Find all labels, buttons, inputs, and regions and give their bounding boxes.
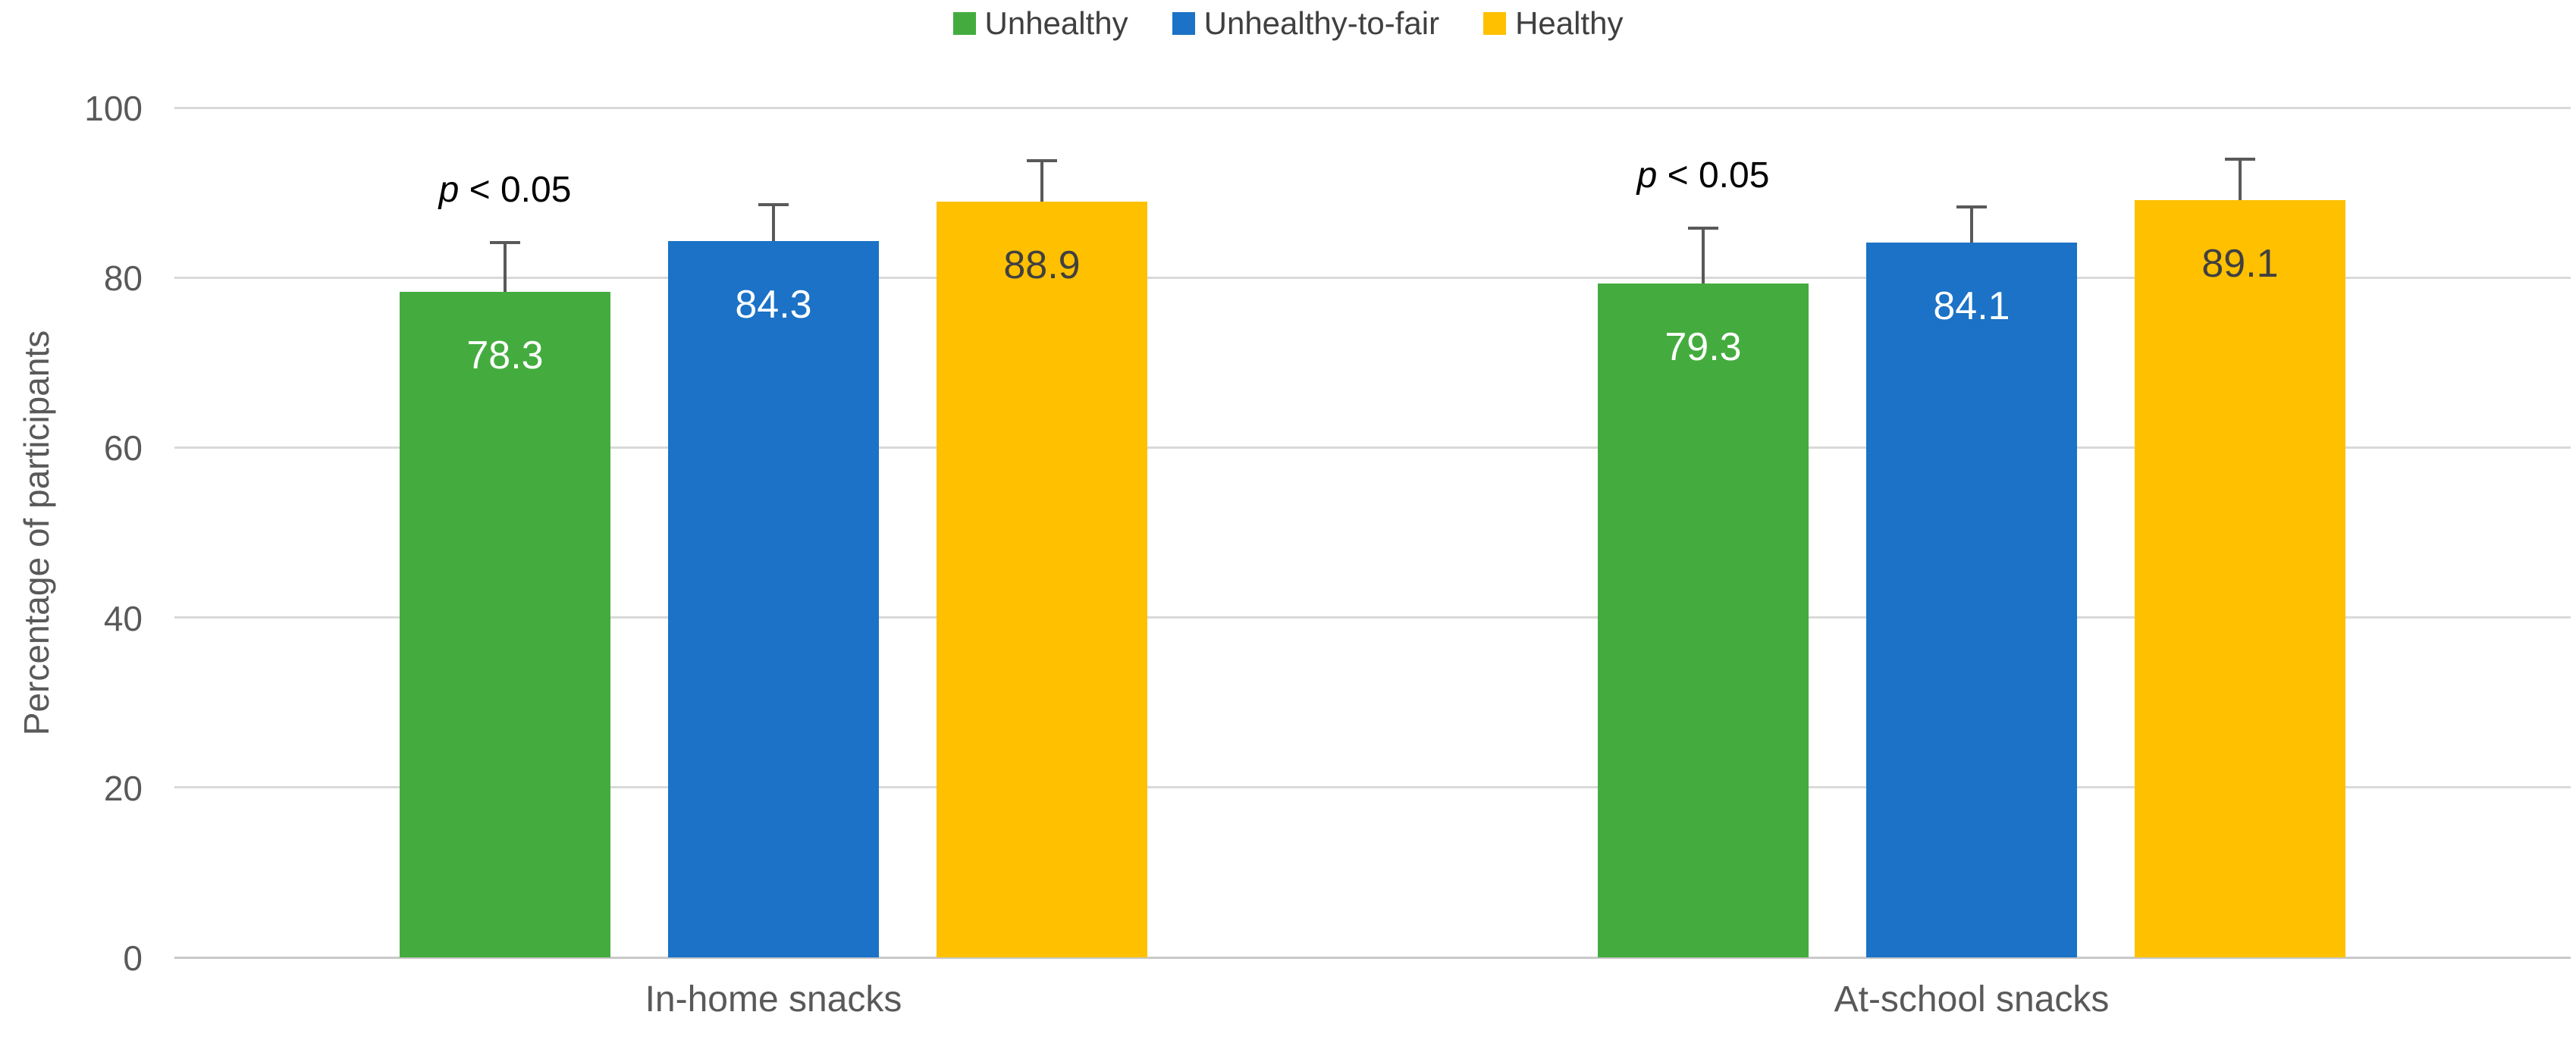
error-bar-cap bbox=[758, 202, 789, 206]
x-axis-category-label-0: In-home snacks bbox=[645, 979, 902, 1020]
gridline-100 bbox=[174, 106, 2571, 109]
bar-value-label: 78.3 bbox=[466, 334, 544, 378]
p-value-annotation-1: p < 0.05 bbox=[1476, 158, 1931, 194]
legend-swatch-icon bbox=[1483, 12, 1507, 35]
bar-healthy-1 bbox=[2135, 200, 2345, 957]
legend-item-1: Unhealthy-to-fair bbox=[1172, 8, 1439, 39]
error-bar-line bbox=[772, 204, 775, 241]
legend-label: Healthy bbox=[1515, 5, 1624, 41]
bar-healthy-0 bbox=[937, 202, 1147, 957]
legend-label: Unhealthy-to-fair bbox=[1203, 5, 1440, 41]
annotation-italic-symbol: p bbox=[438, 170, 460, 211]
bar-unhealthy-0 bbox=[400, 292, 610, 957]
error-bar-line bbox=[2239, 159, 2242, 201]
bar-value-label: 88.9 bbox=[1003, 243, 1081, 288]
y-tick-label-0: 0 bbox=[123, 938, 143, 978]
gridline-40 bbox=[174, 616, 2571, 619]
chart-legend: Unhealthy Unhealthy-to-fair Healthy bbox=[0, 8, 2576, 39]
gridline-20 bbox=[174, 786, 2571, 789]
bar-value-label: 79.3 bbox=[1665, 325, 1742, 370]
bar-value-label: 84.1 bbox=[1933, 284, 2010, 329]
bar-unhealthy-to-fair-0 bbox=[668, 240, 879, 957]
p-value-annotation-0: p < 0.05 bbox=[278, 172, 733, 208]
annotation-text: < 0.05 bbox=[459, 170, 572, 211]
legend-item-0: Unhealthy bbox=[952, 5, 1128, 41]
y-tick-label-60: 60 bbox=[103, 428, 143, 468]
y-tick-label-80: 80 bbox=[103, 258, 143, 299]
legend-item-2: Healthy bbox=[1483, 5, 1624, 41]
error-bar-line bbox=[1040, 160, 1043, 202]
y-tick-label-40: 40 bbox=[103, 598, 143, 638]
gridline-0 bbox=[174, 956, 2571, 959]
error-bar-line bbox=[504, 243, 507, 293]
error-bar-line bbox=[1970, 207, 1973, 243]
annotation-text: < 0.05 bbox=[1657, 155, 1770, 196]
error-bar-cap bbox=[1027, 158, 1057, 162]
legend-swatch-icon bbox=[1172, 12, 1195, 35]
error-bar-cap bbox=[490, 241, 520, 245]
error-bar-cap bbox=[1688, 227, 1718, 230]
gridline-60 bbox=[174, 446, 2571, 449]
error-bar-line bbox=[1702, 228, 1705, 284]
x-axis-category-label-1: At-school snacks bbox=[1834, 979, 2110, 1020]
y-tick-label-20: 20 bbox=[103, 768, 143, 808]
y-tick-label-100: 100 bbox=[84, 89, 143, 128]
bar-unhealthy-to-fair-1 bbox=[1866, 243, 2077, 957]
gridline-80 bbox=[174, 276, 2571, 279]
legend-label: Unhealthy bbox=[984, 5, 1128, 41]
legend-swatch-icon bbox=[952, 12, 976, 35]
annotation-italic-symbol: p bbox=[1636, 155, 1658, 196]
error-bar-cap bbox=[1956, 205, 1987, 209]
bar-value-label: 89.1 bbox=[2201, 242, 2279, 287]
error-bar-cap bbox=[2225, 158, 2255, 161]
bar-value-label: 84.3 bbox=[735, 282, 812, 327]
bar-unhealthy-1 bbox=[1598, 284, 1809, 957]
y-axis-title: Percentage of participants bbox=[17, 330, 56, 735]
